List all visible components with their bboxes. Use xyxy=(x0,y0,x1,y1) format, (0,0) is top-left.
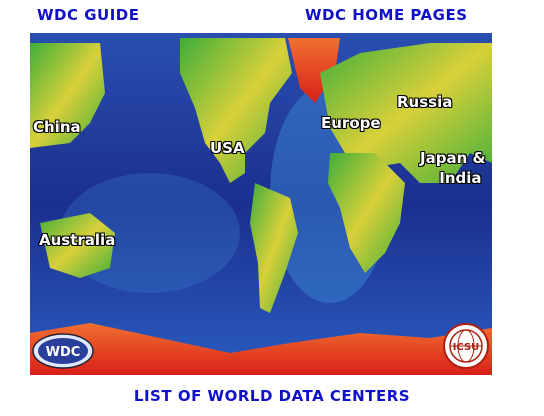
region-label-europe[interactable]: Europe xyxy=(321,114,381,132)
region-label-russia[interactable]: Russia xyxy=(397,93,453,111)
wdc-home-pages-link[interactable]: WDC HOME PAGES xyxy=(305,6,468,24)
wdc-guide-link[interactable]: WDC GUIDE xyxy=(37,6,140,24)
region-label-australia[interactable]: Australia xyxy=(39,231,116,249)
world-map-image xyxy=(30,33,492,375)
region-label-usa[interactable]: USA xyxy=(210,139,245,157)
wdc-logo: WDC xyxy=(32,333,94,369)
region-label-japan-line: Japan & xyxy=(420,149,486,167)
region-label-india-line: India xyxy=(439,169,482,187)
icsu-logo: ICSU xyxy=(443,323,489,369)
region-label-china[interactable]: China xyxy=(33,118,81,136)
icsu-logo-text: ICSU xyxy=(453,342,480,353)
list-of-world-data-centers-link[interactable]: LIST OF WORLD DATA CENTERS xyxy=(133,387,411,405)
wdc-logo-text: WDC xyxy=(46,345,81,360)
region-label-japan-india[interactable]: Japan & India xyxy=(420,148,486,188)
world-map: China USA Europe Russia Japan & India Au… xyxy=(30,33,492,375)
